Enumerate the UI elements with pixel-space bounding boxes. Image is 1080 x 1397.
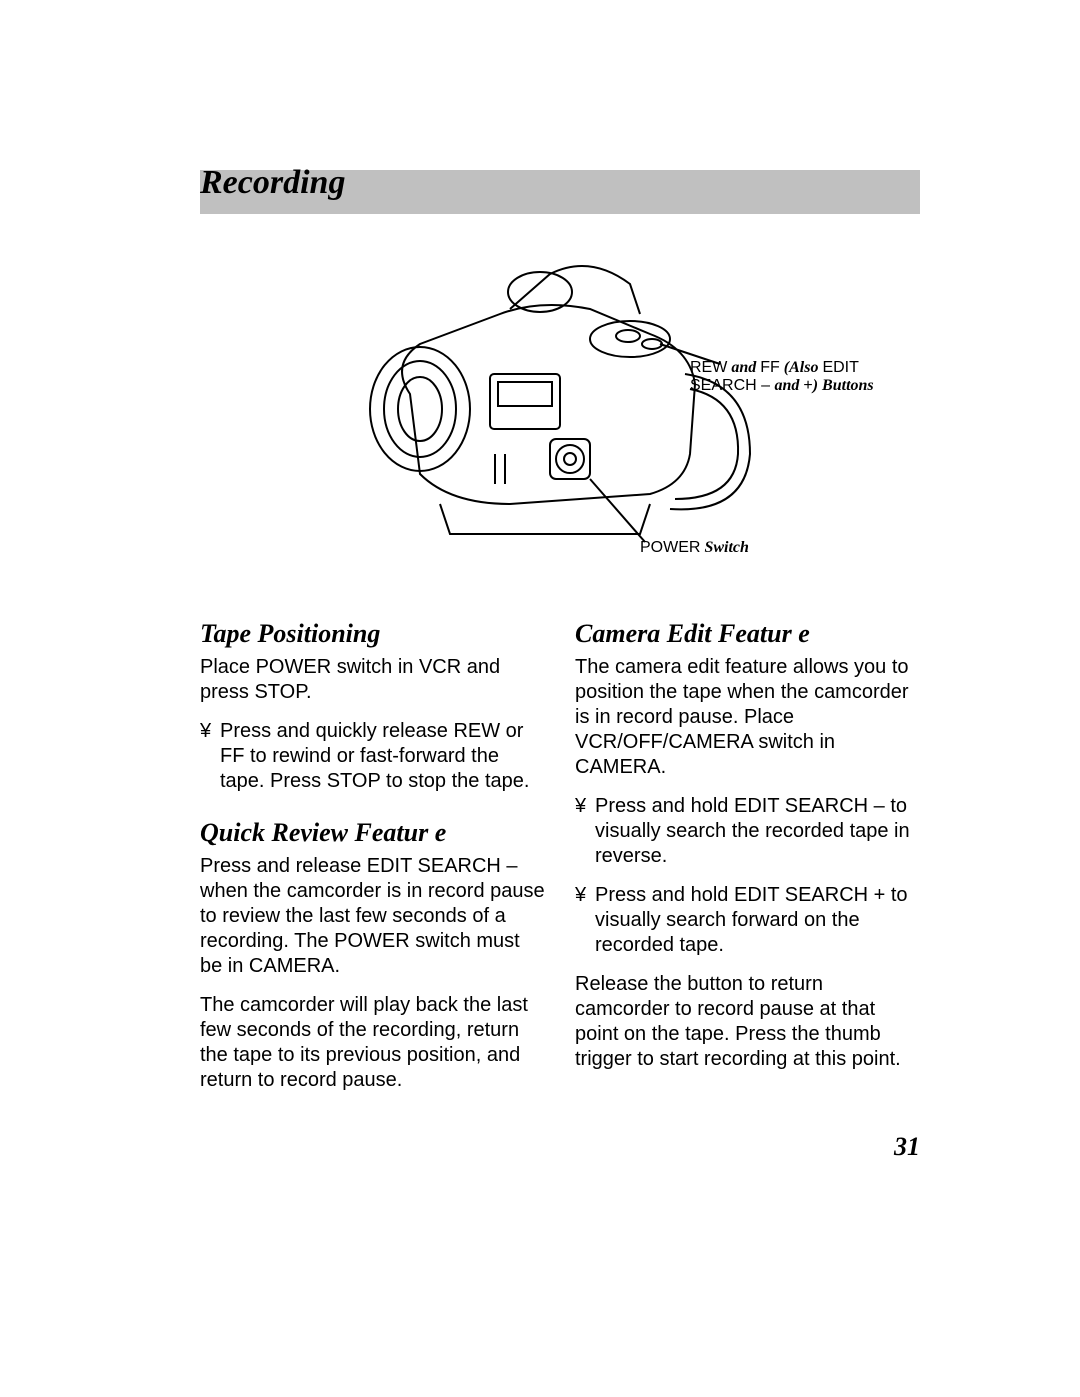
camera-edit-outro: Release the button to return camcorder t…: [575, 972, 920, 1072]
camera-edit-intro: The camera edit feature allows you to po…: [575, 655, 920, 780]
header-band: Recording: [200, 170, 920, 214]
section-camera-edit-title: Camera Edit Featur e: [575, 619, 920, 649]
quick-review-p2: The camcorder will play back the last fe…: [200, 993, 545, 1093]
camera-edit-bullet-2: ¥ Press and hold EDIT SEARCH + to visual…: [575, 883, 920, 958]
page-title: Recording: [200, 164, 345, 202]
camcorder-svg: [290, 254, 830, 564]
quick-review-p1: Press and release EDIT SEARCH – when the…: [200, 854, 545, 979]
diagram-wrap: REW and FF (Also EDIT SEARCH – and +) Bu…: [200, 254, 920, 569]
camcorder-diagram: [290, 254, 830, 569]
bullet-icon: ¥: [575, 883, 595, 958]
page: Recording: [0, 0, 1080, 1397]
callout-rew-ff: REW and FF (Also EDIT SEARCH – and +) Bu…: [690, 359, 910, 395]
camera-edit-bullet-2-text: Press and hold EDIT SEARCH + to visually…: [595, 883, 920, 958]
callout-power-switch: POWER Switch: [640, 539, 749, 557]
tape-positioning-bullet: ¥ Press and quickly release REW or FF to…: [200, 719, 545, 794]
camera-edit-bullet-1: ¥ Press and hold EDIT SEARCH – to visual…: [575, 794, 920, 869]
tape-positioning-bullet-text: Press and quickly release REW or FF to r…: [220, 719, 545, 794]
right-column: Camera Edit Featur e The camera edit fea…: [575, 619, 920, 1107]
section-quick-review-title: Quick Review Featur e: [200, 818, 545, 848]
section-tape-positioning-title: Tape Positioning: [200, 619, 545, 649]
bullet-icon: ¥: [575, 794, 595, 869]
bullet-icon: ¥: [200, 719, 220, 794]
tape-positioning-intro: Place POWER switch in VCR and press STOP…: [200, 655, 545, 705]
page-number: 31: [894, 1132, 920, 1162]
columns: Tape Positioning Place POWER switch in V…: [200, 619, 920, 1107]
camera-edit-bullet-1-text: Press and hold EDIT SEARCH – to visually…: [595, 794, 920, 869]
left-column: Tape Positioning Place POWER switch in V…: [200, 619, 545, 1107]
